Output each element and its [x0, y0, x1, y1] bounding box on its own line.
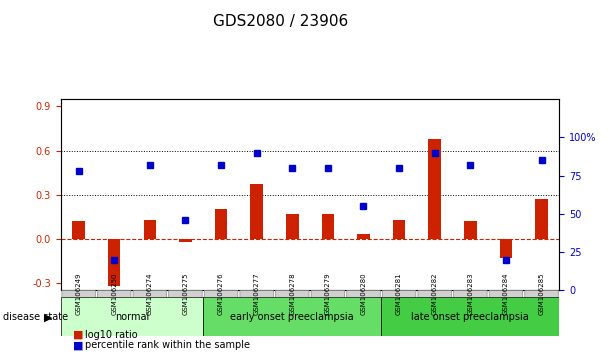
Text: ▶: ▶ [44, 313, 53, 322]
FancyBboxPatch shape [203, 297, 381, 336]
Bar [215, 210, 227, 239]
FancyBboxPatch shape [311, 291, 345, 297]
Text: GSM106284: GSM106284 [503, 273, 509, 315]
Text: GSM106276: GSM106276 [218, 273, 224, 315]
FancyBboxPatch shape [525, 291, 558, 297]
Text: GSM106279: GSM106279 [325, 273, 331, 315]
Text: GSM106275: GSM106275 [182, 273, 188, 315]
Bar [286, 214, 299, 239]
FancyBboxPatch shape [62, 291, 95, 297]
Text: GSM106249: GSM106249 [75, 273, 81, 315]
FancyBboxPatch shape [381, 297, 559, 336]
FancyBboxPatch shape [489, 291, 523, 297]
Bar [143, 220, 156, 239]
Text: GSM106280: GSM106280 [361, 273, 367, 315]
Text: ■: ■ [73, 341, 83, 350]
Bar [250, 184, 263, 239]
FancyBboxPatch shape [97, 291, 131, 297]
FancyBboxPatch shape [382, 291, 416, 297]
Bar [500, 239, 512, 258]
FancyBboxPatch shape [204, 291, 238, 297]
Text: late onset preeclampsia: late onset preeclampsia [412, 312, 529, 322]
Bar [322, 214, 334, 239]
Bar [393, 220, 406, 239]
FancyBboxPatch shape [347, 291, 380, 297]
Text: early onset preeclampsia: early onset preeclampsia [230, 312, 354, 322]
FancyBboxPatch shape [168, 291, 202, 297]
Bar [429, 139, 441, 239]
Text: log10 ratio: log10 ratio [85, 330, 138, 340]
Text: disease state: disease state [3, 312, 68, 322]
Bar [358, 234, 370, 239]
Text: GSM106277: GSM106277 [254, 273, 260, 315]
Text: percentile rank within the sample: percentile rank within the sample [85, 341, 250, 350]
Text: GSM106282: GSM106282 [432, 273, 438, 315]
FancyBboxPatch shape [133, 291, 167, 297]
FancyBboxPatch shape [240, 291, 274, 297]
FancyBboxPatch shape [61, 297, 203, 336]
Text: GSM106281: GSM106281 [396, 273, 402, 315]
Text: GSM106274: GSM106274 [147, 273, 153, 315]
Text: ■: ■ [73, 330, 83, 340]
Text: GSM106285: GSM106285 [539, 273, 545, 315]
Text: normal: normal [115, 312, 149, 322]
Bar [179, 239, 192, 242]
Text: GSM106278: GSM106278 [289, 273, 295, 315]
FancyBboxPatch shape [418, 291, 452, 297]
FancyBboxPatch shape [275, 291, 309, 297]
Bar [72, 221, 85, 239]
Text: GSM106283: GSM106283 [468, 273, 474, 315]
Bar [464, 221, 477, 239]
Bar [535, 199, 548, 239]
FancyBboxPatch shape [454, 291, 487, 297]
Text: GSM106250: GSM106250 [111, 273, 117, 315]
Bar [108, 239, 120, 286]
Text: GDS2080 / 23906: GDS2080 / 23906 [213, 14, 348, 29]
